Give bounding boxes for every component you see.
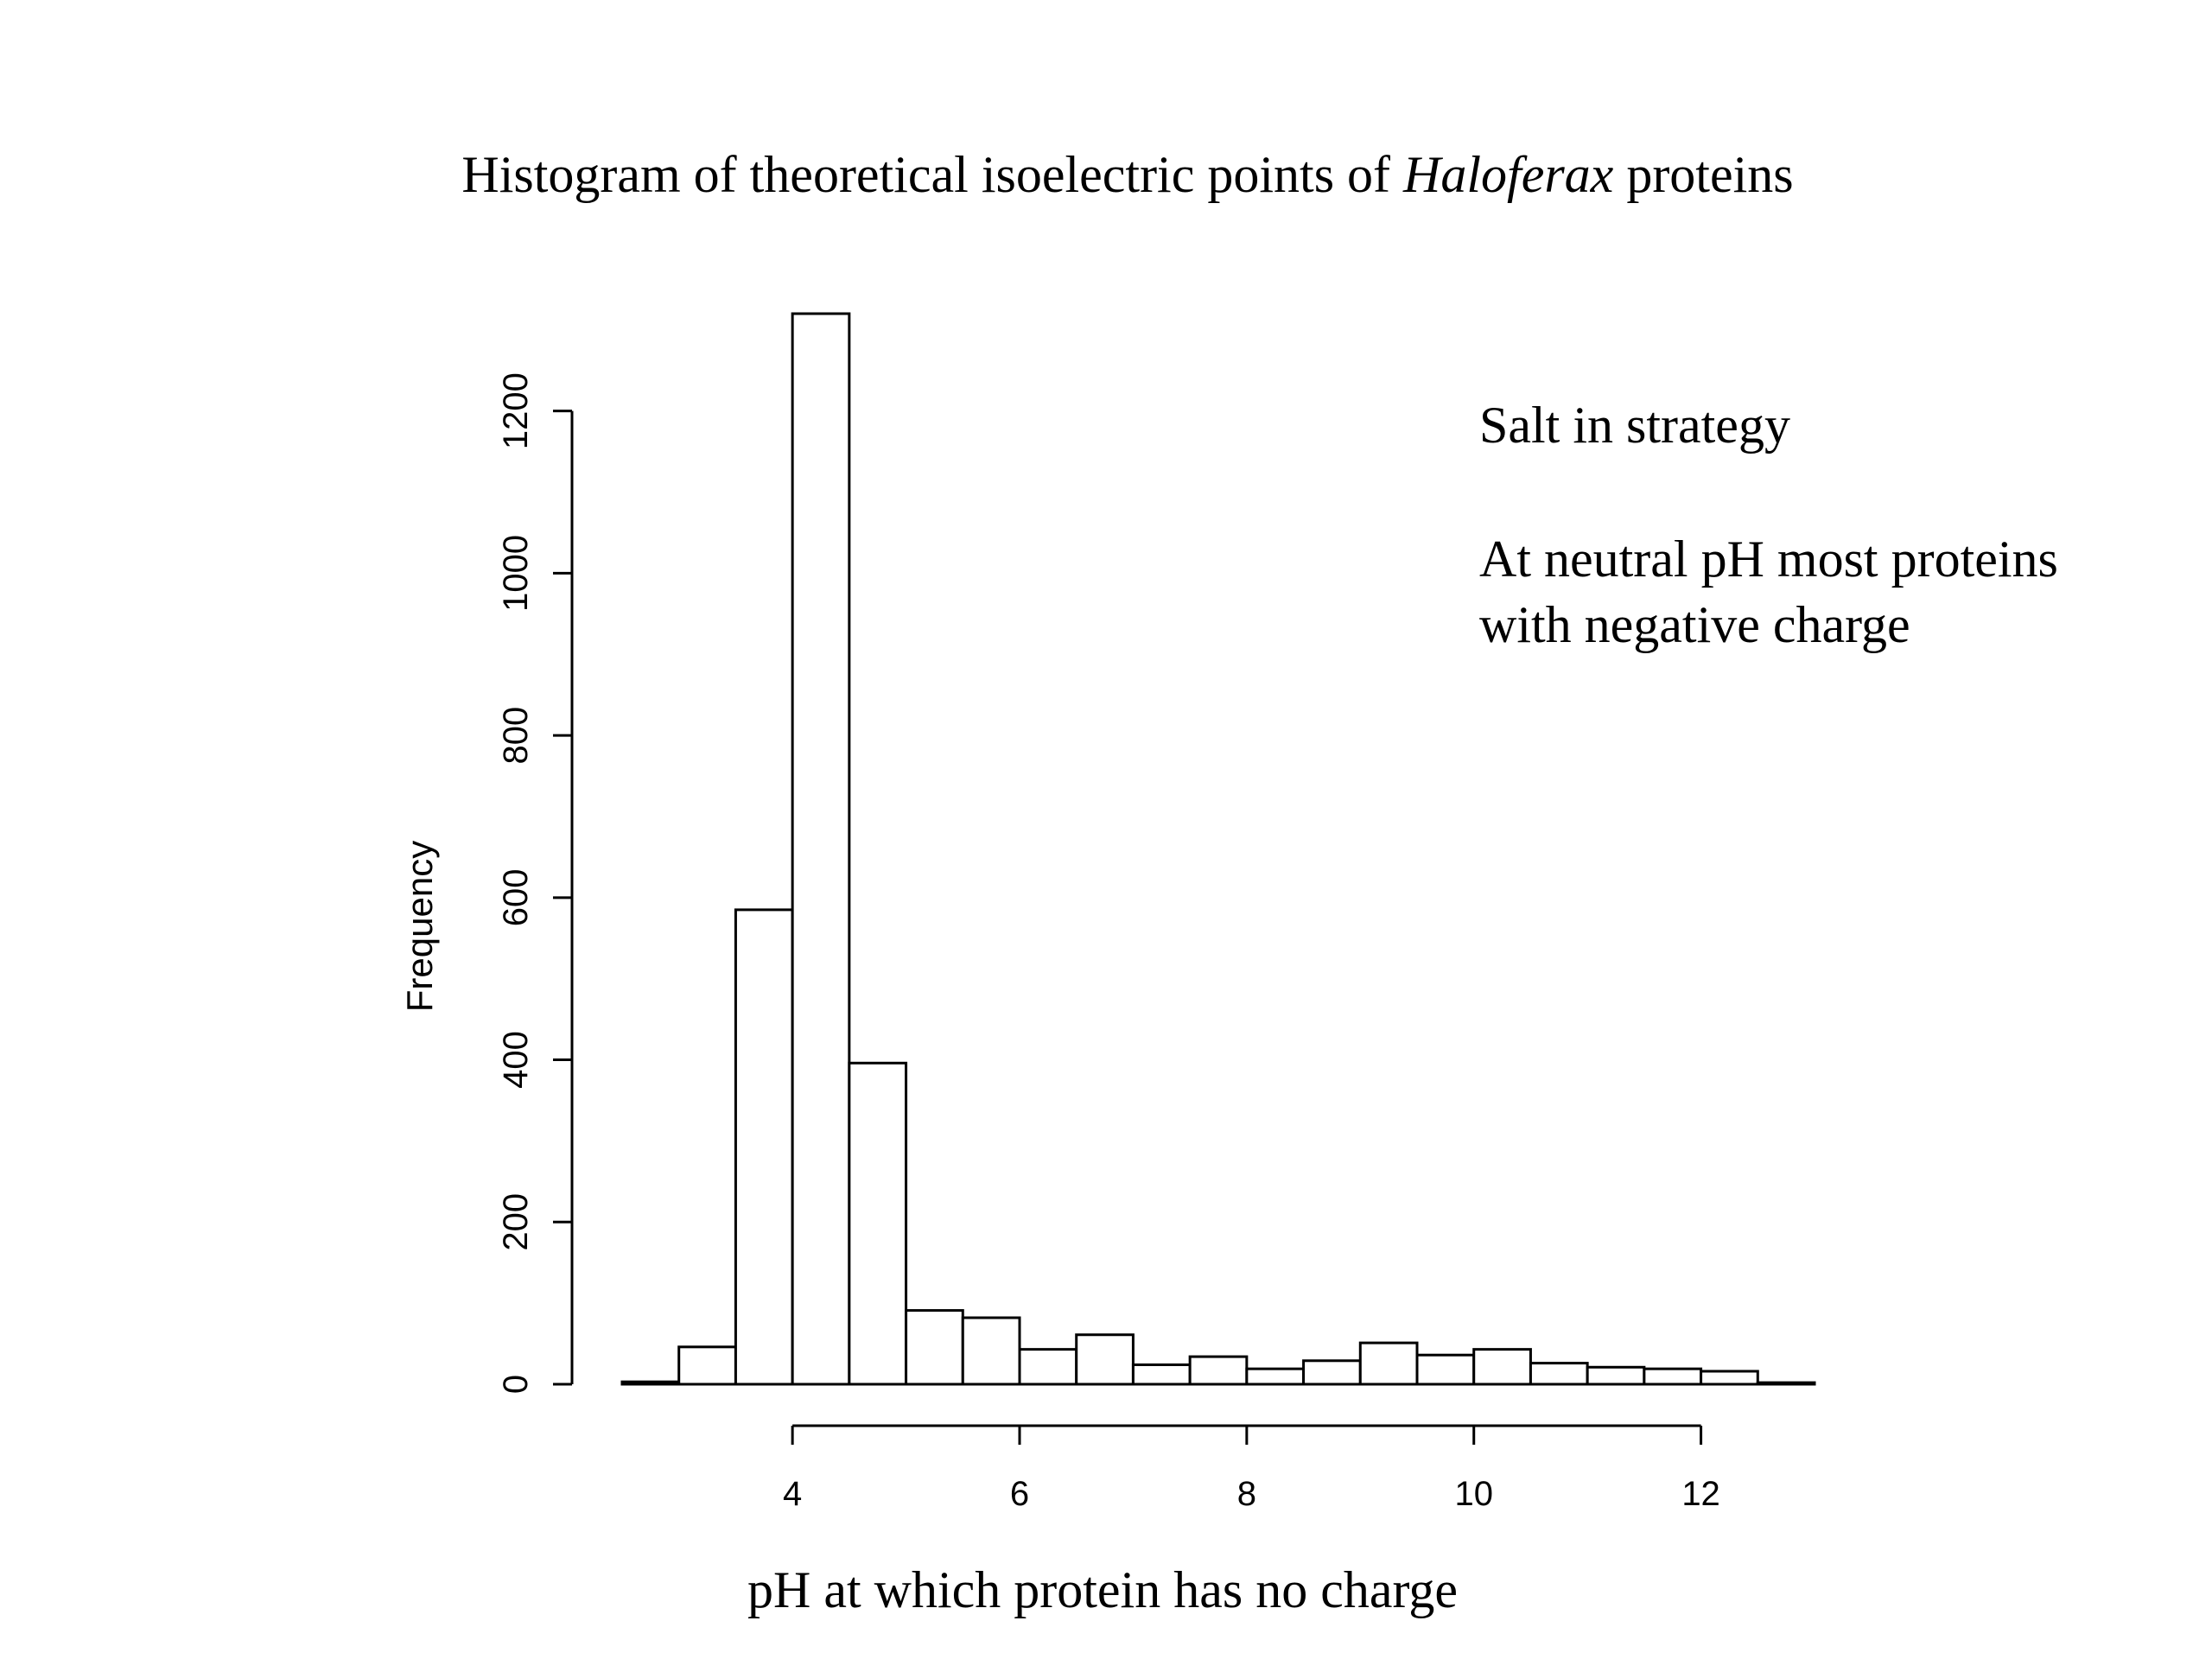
histogram-bar-8 [1018,1348,1078,1386]
y-tick-label: 0 [497,1375,535,1394]
histogram-bar-4 [791,312,851,1386]
histogram-bar-13 [1302,1359,1362,1386]
histogram-bar-5 [848,1061,908,1386]
histogram-bar-12 [1245,1367,1306,1386]
histogram-bar-16 [1472,1348,1532,1386]
y-axis-label: Frequency [399,841,440,1012]
histogram-bar-2 [677,1345,737,1386]
x-axis: 4 6 8 10 12 [783,1424,1720,1513]
histogram-bar-9 [1075,1333,1135,1386]
y-axis: 0 200 400 600 800 1000 1200 [497,372,574,1394]
annotation-line-3: with negative charge [1479,596,1910,653]
histogram-bar-10 [1131,1363,1192,1386]
histogram-bars [620,312,1816,1386]
x-tick-label: 10 [1454,1475,1493,1513]
y-tick-label: 400 [497,1031,535,1089]
x-tick-label: 6 [1010,1475,1029,1513]
histogram-bar-20 [1700,1370,1759,1386]
y-tick-label: 800 [497,707,535,765]
histogram-bar-21 [1756,1381,1816,1386]
y-tick-label: 1000 [497,535,535,612]
y-tick-label: 200 [497,1193,535,1251]
histogram-bar-3 [734,908,794,1386]
x-tick-label: 4 [783,1475,802,1513]
x-axis-label: pH at which protein has no charge [747,1561,1458,1618]
histogram-bar-11 [1188,1355,1249,1386]
histogram-bar-6 [905,1309,964,1386]
annotation-line-1: Salt in strategy [1479,397,1790,454]
annotation: Salt in strategy At neutral pH most prot… [1479,397,2058,653]
histogram-bar-14 [1358,1341,1419,1386]
histogram-bar-17 [1529,1362,1589,1386]
x-tick-label: 12 [1681,1475,1720,1513]
chart-title: Histogram of theoretical isoelectric poi… [461,146,1793,203]
histogram-bar-1 [620,1380,681,1386]
y-tick-label: 600 [497,868,535,926]
histogram-bar-15 [1415,1353,1476,1386]
histogram-bar-7 [961,1316,1021,1386]
histogram-bar-19 [1643,1367,1703,1386]
y-tick-label: 1200 [497,372,535,449]
histogram-bar-18 [1586,1365,1646,1386]
x-tick-label: 8 [1237,1475,1256,1513]
annotation-line-2: At neutral pH most proteins [1479,531,2058,588]
